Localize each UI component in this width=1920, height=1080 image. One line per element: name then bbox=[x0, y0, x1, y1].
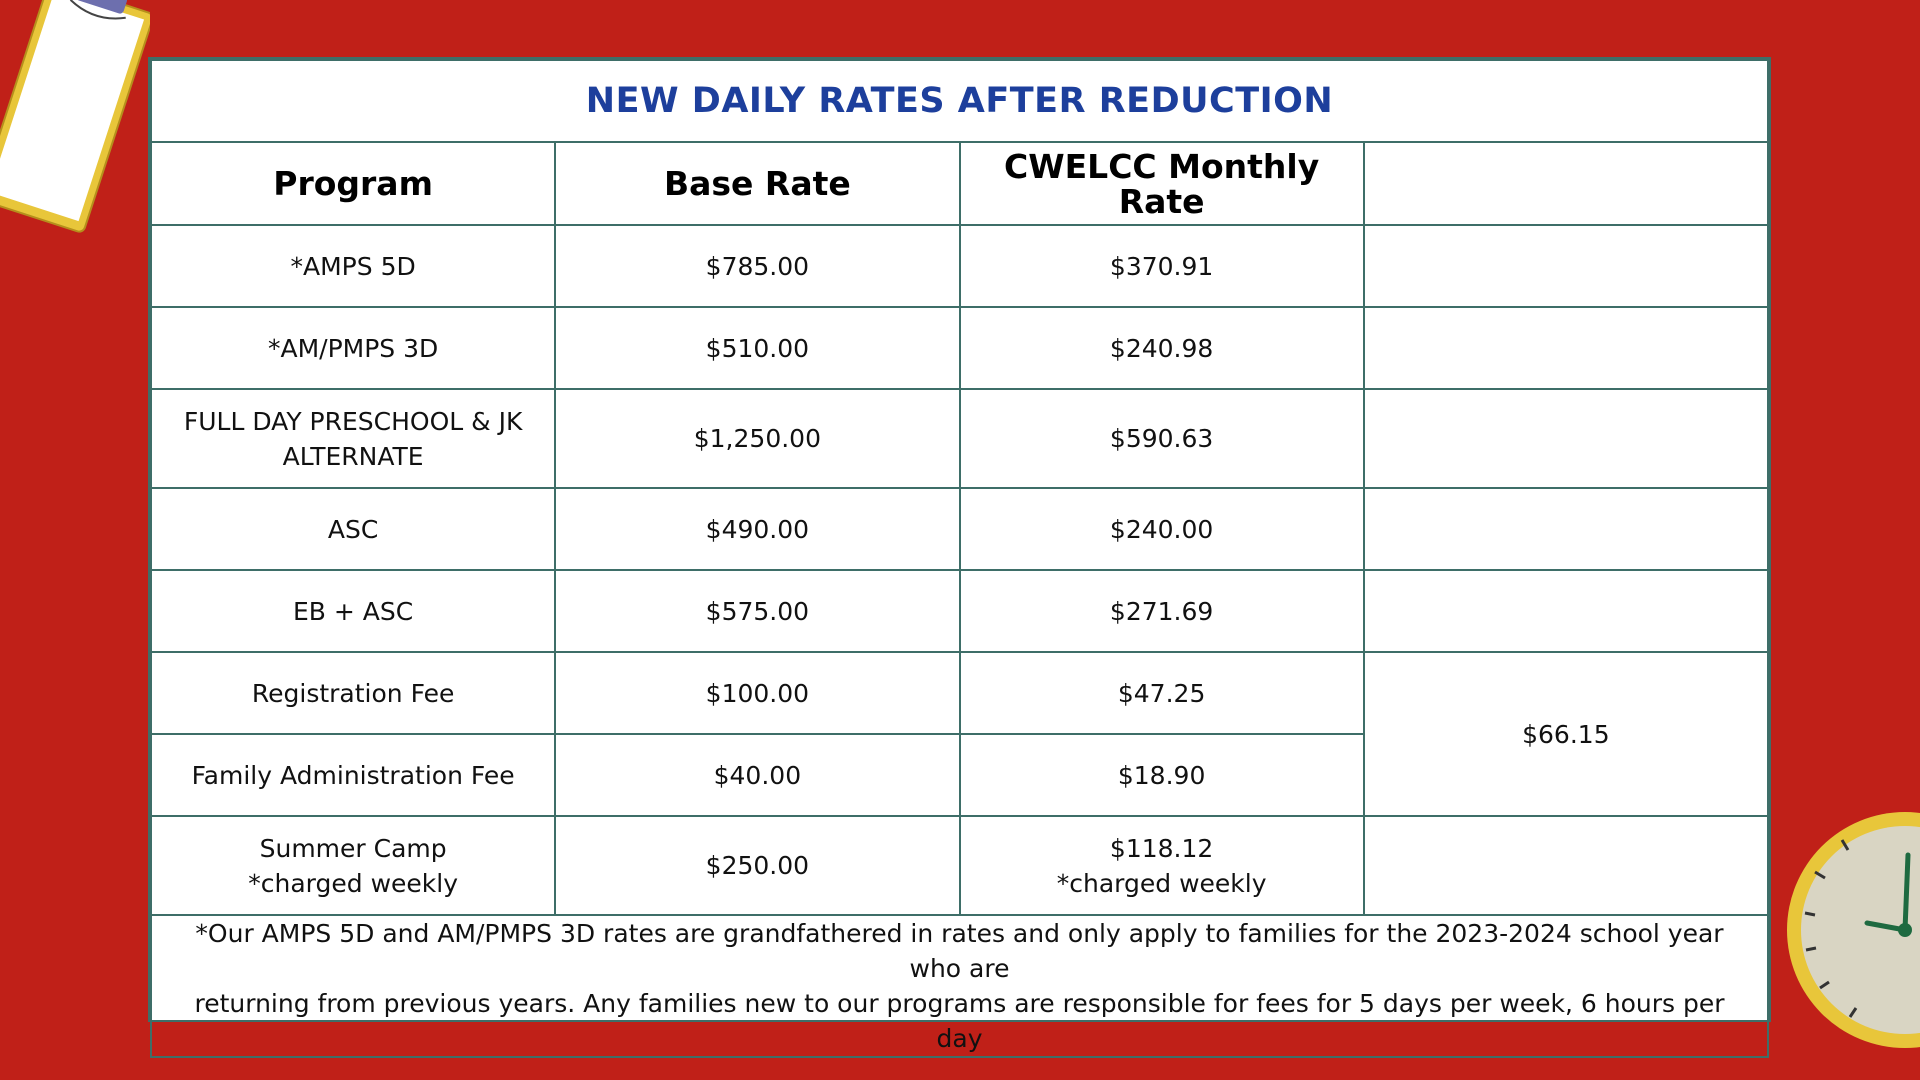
base-rate-cell: $575.00 bbox=[554, 569, 961, 653]
program-cell: Registration Fee bbox=[149, 651, 557, 735]
base-rate-cell: $40.00 bbox=[554, 733, 961, 817]
program-cell: ASC bbox=[149, 487, 557, 571]
program-cell: EB + ASC bbox=[149, 569, 557, 653]
rates-table: NEW DAILY RATES AFTER REDUCTION Program … bbox=[149, 59, 1770, 1058]
rates-table-card: NEW DAILY RATES AFTER REDUCTION Program … bbox=[148, 57, 1771, 1058]
base-rate-cell: $1,250.00 bbox=[554, 388, 961, 489]
header-base-rate: Base Rate bbox=[554, 141, 961, 226]
program-line: FULL DAY PRESCHOOL & JK bbox=[183, 406, 523, 436]
footnote-line: returning from previous years. Any famil… bbox=[194, 989, 1725, 1053]
program-cell: Summer Camp *charged weekly bbox=[149, 815, 557, 916]
program-line: ALTERNATE bbox=[282, 441, 424, 471]
header-empty bbox=[1362, 141, 1770, 226]
cwelcc-rate-cell: $240.00 bbox=[958, 487, 1365, 571]
header-program: Program bbox=[149, 141, 557, 226]
extra-cell bbox=[1362, 487, 1770, 571]
extra-cell bbox=[1362, 569, 1770, 653]
table-row: Summer Camp *charged weekly $250.00 $118… bbox=[149, 815, 1770, 916]
footnote: *Our AMPS 5D and AM/PMPS 3D rates are gr… bbox=[150, 914, 1769, 1058]
cwelcc-rate-cell: $118.12 *charged weekly bbox=[958, 815, 1365, 916]
program-cell: FULL DAY PRESCHOOL & JK ALTERNATE bbox=[149, 388, 557, 489]
extra-cell bbox=[1362, 815, 1770, 916]
clock-icon bbox=[1787, 812, 1920, 1048]
cwelcc-line: $118.12 bbox=[1109, 833, 1214, 863]
base-rate-cell: $250.00 bbox=[554, 815, 961, 916]
extra-cell bbox=[1362, 388, 1770, 489]
base-rate-cell: $510.00 bbox=[554, 306, 961, 390]
program-line: *charged weekly bbox=[248, 868, 458, 898]
combined-fee-cell: $66.15 bbox=[1362, 651, 1770, 817]
table-row: FULL DAY PRESCHOOL & JK ALTERNATE $1,250… bbox=[149, 388, 1770, 489]
cwelcc-rate-cell: $271.69 bbox=[958, 569, 1365, 653]
base-rate-cell: $785.00 bbox=[554, 224, 961, 308]
cwelcc-rate-cell: $370.91 bbox=[958, 224, 1365, 308]
table-row: *AMPS 5D $785.00 $370.91 bbox=[149, 224, 1770, 308]
table-row: Family Administration Fee $40.00 $18.90 bbox=[149, 733, 1768, 817]
program-cell: *AM/PMPS 3D bbox=[149, 306, 557, 390]
extra-cell bbox=[1362, 306, 1770, 390]
base-rate-cell: $490.00 bbox=[554, 487, 961, 571]
header-cwelcc-rate: CWELCC Monthly Rate bbox=[958, 141, 1365, 226]
table-title: NEW DAILY RATES AFTER REDUCTION bbox=[150, 59, 1769, 143]
table-row: ASC $490.00 $240.00 bbox=[149, 487, 1770, 571]
base-rate-cell: $100.00 bbox=[554, 651, 961, 735]
program-cell: *AMPS 5D bbox=[149, 224, 557, 308]
cwelcc-rate-cell: $240.98 bbox=[958, 306, 1365, 390]
cwelcc-rate-cell: $590.63 bbox=[958, 388, 1365, 489]
cwelcc-rate-cell: $47.25 bbox=[958, 651, 1365, 735]
cwelcc-rate-cell: $18.90 bbox=[958, 733, 1365, 817]
cwelcc-line: *charged weekly bbox=[1056, 868, 1267, 898]
program-cell: Family Administration Fee bbox=[149, 733, 557, 817]
program-line: Summer Camp bbox=[259, 833, 447, 863]
table-row: EB + ASC $575.00 $271.69 bbox=[149, 569, 1770, 653]
extra-cell bbox=[1362, 224, 1770, 308]
clipboard-icon bbox=[0, 0, 150, 233]
table-row: Registration Fee $100.00 $47.25 $66.15 bbox=[149, 651, 1770, 817]
table-row: *AM/PMPS 3D $510.00 $240.98 bbox=[149, 306, 1770, 390]
footnote-line: *Our AMPS 5D and AM/PMPS 3D rates are gr… bbox=[195, 919, 1724, 983]
